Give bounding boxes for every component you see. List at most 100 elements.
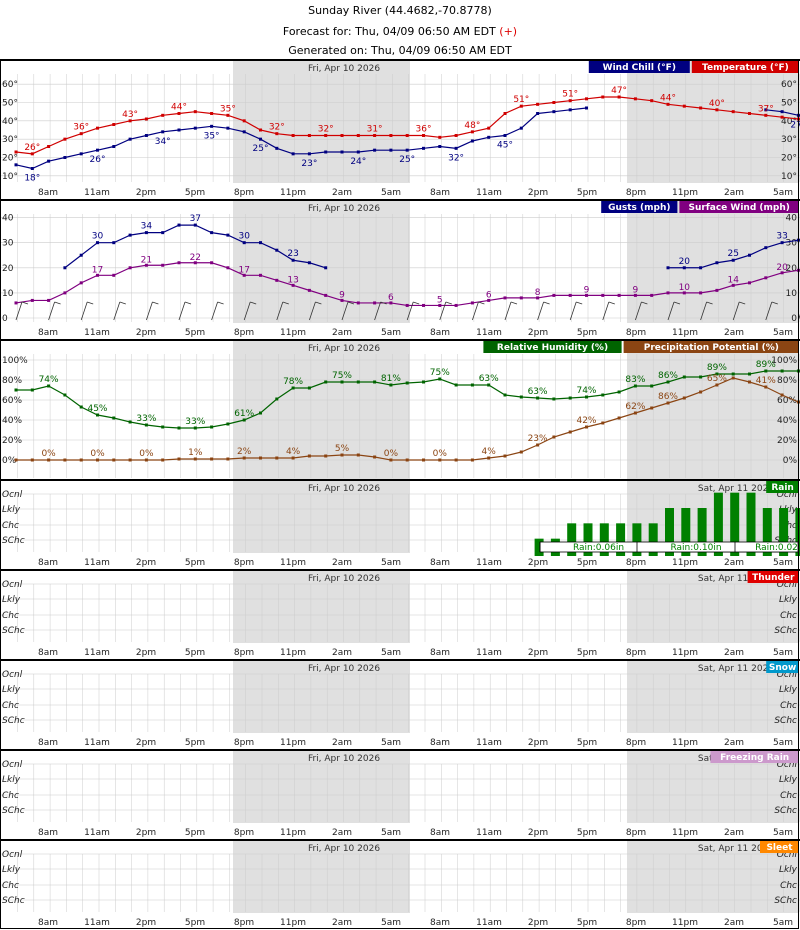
temp-panel-night-1 xyxy=(627,61,799,183)
rain-panel-bar xyxy=(583,523,593,556)
wind-panel-tick-label: 2pm xyxy=(136,328,156,338)
wind-barb-flag xyxy=(315,301,322,305)
wind-panel-series-line-0 xyxy=(668,239,800,269)
wind-barb-flag xyxy=(282,301,289,305)
wind-barb-staff xyxy=(732,301,740,321)
freezing_rain-panel-level-label-right: Ocnl xyxy=(777,760,798,770)
wind-barb-flag xyxy=(217,301,224,305)
wind-barb-staff xyxy=(243,301,251,321)
rh-panel-ytick-label-right: 60% xyxy=(777,396,797,406)
sleet-panel-tick-label: 11pm xyxy=(280,918,306,928)
temp-panel-tick-label: 5pm xyxy=(185,188,205,198)
rh-panel-data-label: 89% xyxy=(756,360,776,370)
wind-barb-icon xyxy=(146,301,159,321)
rain-panel-bar xyxy=(599,523,609,556)
wind-barb-flag xyxy=(380,301,387,305)
wind-barb-flag xyxy=(739,301,746,305)
wind-barb-staff xyxy=(211,301,218,321)
snow-panel-tick-label: 2am xyxy=(332,738,352,748)
wind-panel-legend-label: Gusts (mph) xyxy=(608,203,670,213)
freezing_rain-panel-tick-label: 8pm xyxy=(234,828,254,838)
temp-panel-data-label: 34° xyxy=(155,137,171,147)
thunder-panel-tick-label: 2pm xyxy=(528,648,548,658)
rain-panel-tick-label: 8pm xyxy=(626,558,646,568)
wind-barb-icon xyxy=(602,301,615,321)
wind-panel-data-label: 9 xyxy=(339,290,345,300)
thunder-panel-tick-label: 8pm xyxy=(626,648,646,658)
rain-panel-tick-label: 11am xyxy=(476,558,502,568)
sleet-panel-level-label: Ocnl xyxy=(2,850,23,860)
rh-panel-data-label: 62% xyxy=(625,402,645,412)
temp-panel-data-label: 51° xyxy=(562,90,578,100)
rain-panel-level-label-right: Lkly xyxy=(779,505,798,515)
rh-panel-ytick-label: 100% xyxy=(2,356,28,366)
wind-barb-staff xyxy=(765,301,773,321)
freezing_rain-panel-tick-label: 5am xyxy=(773,828,793,838)
temp-panel-tick-label: 5pm xyxy=(577,188,597,198)
rain-panel-tick-label: 8am xyxy=(38,558,58,568)
rh-panel-data-label: 42% xyxy=(576,416,596,426)
wind-barb-flag xyxy=(445,301,452,305)
wind-panel-data-label: 30 xyxy=(238,232,250,242)
thunder-panel-tick-label: 5pm xyxy=(577,648,597,658)
rh-panel-day-label: Fri, Apr 10 2026 xyxy=(308,344,380,354)
rh-panel-data-label: 0% xyxy=(384,449,399,459)
sleet-panel-level-label-right: Chc xyxy=(780,881,797,891)
sleet-panel-day-label: Fri, Apr 10 2026 xyxy=(308,844,380,854)
rh-panel-series-line-1 xyxy=(16,377,800,461)
rain-panel-tick-label: 11pm xyxy=(280,558,306,568)
rh-panel-ytick-label: 20% xyxy=(2,436,22,446)
rh-panel-data-label: 74% xyxy=(576,386,596,396)
wind-barb-flag xyxy=(771,301,778,305)
thunder-panel-tick-label: 11am xyxy=(84,648,110,658)
temp-panel-tick-label: 11pm xyxy=(672,188,698,198)
wind-barb-flag xyxy=(184,301,192,305)
generated-time: Generated on: Thu, 04/09 06:50 AM EDT xyxy=(288,44,512,57)
wind-barb-icon xyxy=(211,301,224,321)
temp-panel-ytick-label-right: 50° xyxy=(781,99,797,109)
freezing_rain-panel-level-label-right: Lkly xyxy=(779,775,798,785)
snow-panel-day2-label: Sat, Apr 11 2026 xyxy=(698,664,774,674)
snow-panel-tick-label: 5am xyxy=(773,738,793,748)
wind-panel-day-label: Fri, Apr 10 2026 xyxy=(308,204,380,214)
temp-panel-data-label: 18° xyxy=(24,174,40,184)
wind-barb-staff xyxy=(146,301,153,321)
sleet-panel-tick-label: 5pm xyxy=(577,918,597,928)
snow-panel-tick-label: 2am xyxy=(724,738,744,748)
wind-barb-icon xyxy=(798,313,800,321)
temp-panel-legend-box xyxy=(691,61,799,73)
wind-barb-staff xyxy=(374,301,381,321)
wind-panel-data-label: 37 xyxy=(190,214,201,224)
wind-barb-icon xyxy=(504,301,518,321)
wind-panel-data-label: 33 xyxy=(776,232,787,242)
freezing_rain-panel-day-label: Fri, Apr 10 2026 xyxy=(308,754,380,764)
rain-panel-day2-label: Sat, Apr 11 2026 xyxy=(698,484,774,494)
temp-panel-data-label: 26° xyxy=(90,155,106,165)
sleet-panel-tick-label: 5am xyxy=(773,918,793,928)
sleet-panel-tick-label: 8am xyxy=(38,918,58,928)
temp-panel-data-label: 44° xyxy=(660,93,676,103)
temp-panel-data-label: 51° xyxy=(513,95,529,105)
rain-panel-bar xyxy=(665,508,674,556)
freezing_rain-panel-tick-label: 5pm xyxy=(185,828,205,838)
wind-panel-tick-label: 2am xyxy=(724,328,744,338)
rain-panel-level-label: SChc xyxy=(2,536,25,546)
wind-panel-ytick-label: 20 xyxy=(2,264,14,274)
snow-panel-tick-label: 8am xyxy=(430,738,450,748)
wind-panel-night-1 xyxy=(627,201,799,323)
wind-barb-staff xyxy=(178,301,186,321)
sleet-panel-tick-label: 2am xyxy=(724,918,744,928)
sleet-panel-legend-label: Sleet xyxy=(766,843,793,853)
temp-panel: Fri, Apr 10 2026 8am 11am 2pm 5pm 8pm 11pm 2am 5… xyxy=(0,59,800,200)
wind-barb-icon xyxy=(667,301,681,321)
snow-panel-tick-label: 5am xyxy=(381,738,401,748)
freezing_rain-panel-level-label: Chc xyxy=(2,791,19,801)
wind-barb-icon xyxy=(700,301,713,321)
wind-panel-data-label: 23 xyxy=(287,249,298,259)
wind-panel-ytick-label-right: 30 xyxy=(786,239,798,249)
rain-panel-bar xyxy=(730,492,740,556)
snow-panel-level-label: Lkly xyxy=(2,685,21,695)
wind-barb-staff xyxy=(504,301,512,321)
forecast-marker[interactable]: (+) xyxy=(499,25,518,38)
rain-panel-bar xyxy=(616,523,626,556)
